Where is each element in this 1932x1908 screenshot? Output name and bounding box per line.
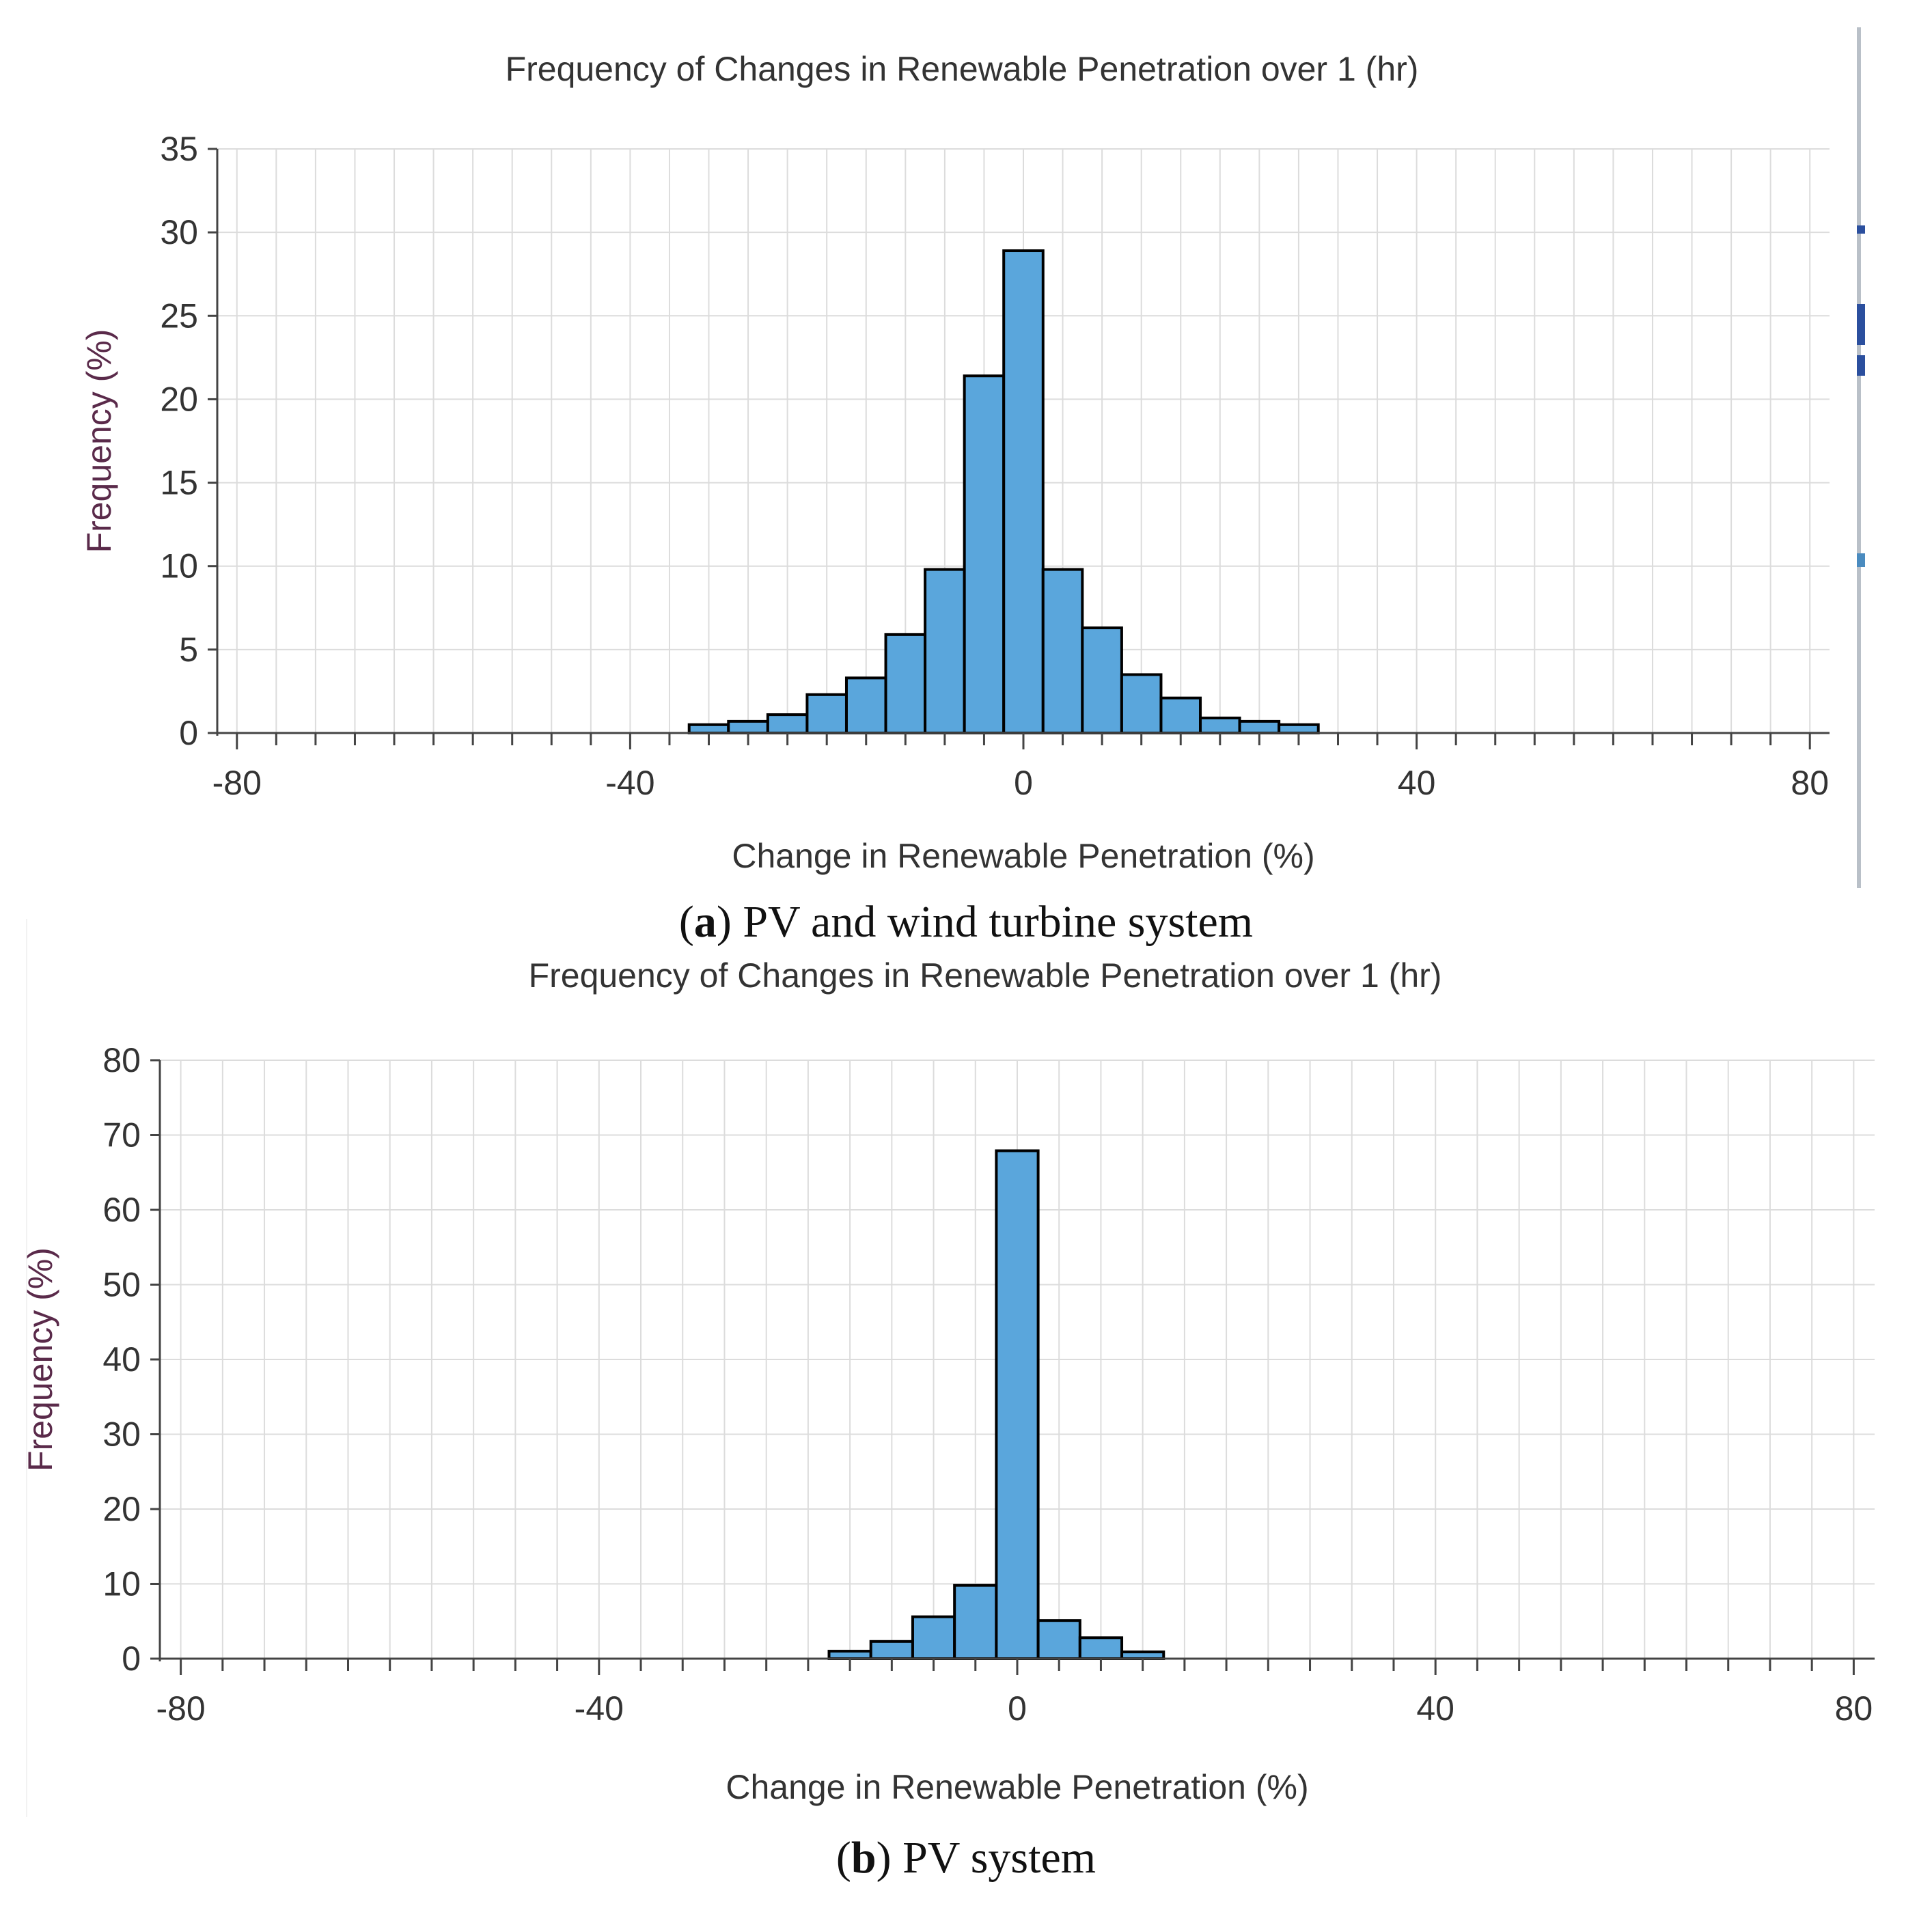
caption-a-label: a [693, 897, 717, 947]
chart-b: Frequency of Changes in Renewable Penetr… [21, 956, 1875, 1806]
histogram-bar [727, 719, 769, 735]
histogram-bar [924, 568, 966, 734]
histogram-bar [766, 713, 809, 734]
side-panel-marker [1857, 304, 1865, 345]
x-tick-label: 80 [1835, 1689, 1873, 1728]
histogram-bar [1120, 673, 1163, 734]
caption-b-text: ) PV system [876, 1833, 1096, 1883]
y-tick-label: 15 [160, 464, 198, 502]
histogram-bar [805, 693, 848, 734]
y-tick-label: 70 [102, 1116, 141, 1155]
y-axis-label: Frequency (%) [80, 329, 118, 553]
histogram-bar [687, 723, 730, 735]
histogram-bar [963, 374, 1006, 734]
y-tick-label: 50 [102, 1266, 141, 1304]
histogram-bar [953, 1584, 998, 1660]
y-tick-label: 60 [102, 1191, 141, 1229]
panel-b-background [26, 919, 1932, 1817]
histogram-bar [1278, 723, 1320, 735]
x-tick-label: 40 [1416, 1689, 1454, 1728]
histogram-bar [869, 1640, 914, 1660]
x-tick-label: 0 [1014, 764, 1033, 802]
x-tick-label: 80 [1791, 764, 1829, 802]
side-panel-marker [1857, 355, 1865, 376]
x-tick-label: -40 [575, 1689, 624, 1728]
histogram-bar [1081, 626, 1123, 734]
y-tick-label: 10 [160, 547, 198, 585]
histogram-bar [1159, 696, 1202, 735]
caption-b: (b) PV system [836, 1833, 1096, 1883]
histogram-bar [995, 1149, 1040, 1660]
y-tick-label: 30 [102, 1415, 141, 1454]
side-panel-marker [1857, 225, 1865, 234]
chart-a: Frequency of Changes in Renewable Penetr… [80, 50, 1830, 875]
y-tick-label: 0 [122, 1640, 141, 1678]
histogram-bar [844, 676, 887, 735]
side-panel-marker [1857, 553, 1865, 567]
y-tick-label: 5 [179, 631, 198, 669]
y-tick-label: 25 [160, 296, 198, 335]
chart-title: Frequency of Changes in Renewable Penetr… [529, 956, 1442, 995]
y-tick-label: 35 [160, 130, 198, 168]
histogram-bar [911, 1615, 956, 1660]
y-tick-label: 30 [160, 213, 198, 251]
y-axis-label: Frequency (%) [21, 1247, 59, 1471]
histogram-bar [1002, 249, 1045, 734]
caption-a-text: ) PV and wind turbine system [716, 897, 1254, 947]
histogram-bar [1036, 1619, 1081, 1661]
x-tick-label: 0 [1008, 1689, 1027, 1728]
histogram-bar [1078, 1636, 1124, 1660]
y-tick-label: 20 [160, 380, 198, 418]
x-tick-label: -80 [156, 1689, 205, 1728]
x-tick-label: -40 [605, 764, 654, 802]
x-tick-label: 40 [1398, 764, 1436, 802]
caption-a: (a) PV and wind turbine system [678, 897, 1254, 947]
y-tick-label: 80 [102, 1041, 141, 1079]
chart-title: Frequency of Changes in Renewable Penetr… [506, 50, 1419, 88]
histogram-bar [884, 633, 927, 734]
side-panel-edge [1857, 27, 1861, 888]
y-tick-label: 40 [102, 1340, 141, 1379]
histogram-bar [1041, 568, 1084, 734]
x-tick-label: -80 [212, 764, 262, 802]
y-tick-label: 10 [102, 1565, 141, 1603]
histogram-bar [1238, 719, 1281, 735]
x-axis-label: Change in Renewable Penetration (%) [732, 837, 1314, 875]
y-tick-label: 20 [102, 1490, 141, 1528]
y-tick-label: 0 [179, 714, 198, 752]
histogram-bar [827, 1650, 872, 1661]
caption-b-label: b [851, 1833, 877, 1883]
x-axis-label: Change in Renewable Penetration (%) [726, 1768, 1308, 1806]
histogram-bar [1199, 717, 1241, 734]
